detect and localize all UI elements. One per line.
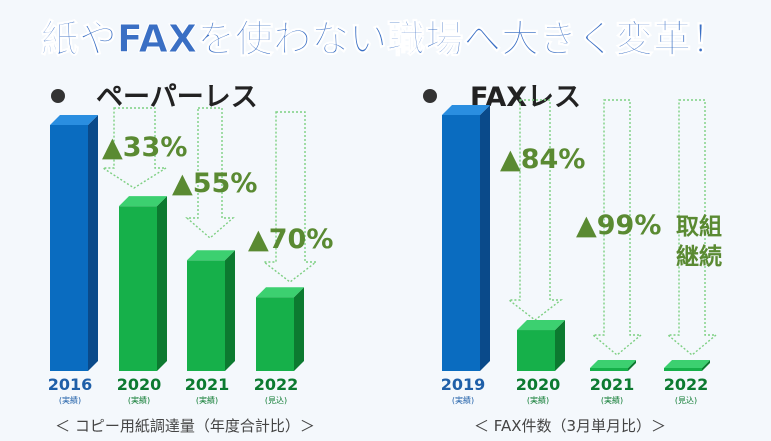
x-tick-label: 2021: [590, 375, 635, 394]
x-sublabel: (実績): [128, 395, 150, 405]
x-sublabel: (実績): [196, 395, 218, 405]
bar-side: [294, 287, 304, 371]
bar: [50, 115, 98, 371]
bar-top: [664, 360, 710, 368]
x-tick-label: 2022: [254, 375, 299, 394]
bar: [590, 360, 636, 371]
x-sublabel: (実績): [452, 395, 474, 405]
x-tick-label: 2020: [516, 375, 561, 394]
bar: [517, 320, 565, 371]
reduction-arrow-2022: [666, 99, 718, 356]
note-line: 継続: [676, 243, 722, 270]
bar: [187, 250, 235, 371]
bar-top: [50, 115, 98, 125]
x-tick-label: 2019: [441, 375, 486, 394]
bar-top: [256, 287, 304, 298]
faxless-chart: FAXレス ▲84% ▲99% 取組 継続 2019 2020 2021 202…: [423, 82, 722, 435]
bar-top: [442, 105, 490, 115]
chart-caption: ＜ コピー用紙調達量（年度合計比）＞: [55, 417, 315, 435]
reduction-label: ▲84%: [500, 144, 585, 175]
bar-front: [442, 115, 480, 371]
reduction-arrow-2020: [506, 99, 564, 321]
paperless-heading: ペーパーレス: [96, 82, 258, 113]
bar-front: [517, 330, 555, 371]
bar-side: [88, 115, 98, 371]
reduction-label: ▲33%: [102, 132, 187, 163]
reduction-arrow-2021: [185, 107, 235, 239]
bar-side: [555, 320, 565, 371]
bar-top: [119, 196, 167, 207]
bar: [442, 105, 490, 371]
bar: [256, 287, 304, 371]
reduction-arrow-2021: [591, 99, 643, 356]
bar-side: [225, 250, 235, 371]
bar-side: [480, 105, 490, 371]
bar: [119, 196, 167, 371]
paperless-chart: ペーパーレス ▲33% ▲55% ▲70% 2016 2020 2021 202…: [48, 82, 334, 435]
bar-side: [702, 360, 710, 371]
bar-front: [50, 125, 88, 371]
bar-front: [119, 206, 157, 371]
bar-top: [517, 320, 565, 331]
reduction-label: ▲55%: [172, 168, 257, 199]
bullet-icon: [423, 89, 437, 103]
note-line: 取組: [676, 213, 722, 240]
bar-front: [187, 260, 225, 371]
reduction-label: ▲99%: [576, 210, 661, 241]
x-sublabel: (見込): [265, 396, 287, 405]
bar-top: [590, 360, 636, 368]
x-sublabel: (実績): [527, 395, 549, 405]
bar-front: [590, 368, 628, 371]
chart-caption: ＜ FAX件数（3月単月比）＞: [474, 417, 666, 435]
x-sublabel: (実績): [601, 395, 623, 405]
x-sublabel: (実績): [59, 395, 81, 405]
x-sublabel: (見込): [675, 396, 697, 405]
page-title: 紙やFAXを使わない職場へ大きく変革！: [41, 17, 729, 61]
bar-front: [664, 368, 702, 371]
bar-front: [256, 297, 294, 371]
reduction-label: ▲70%: [248, 224, 333, 255]
x-tick-label: 2016: [48, 375, 93, 394]
x-tick-label: 2020: [117, 375, 162, 394]
bar-side: [628, 360, 636, 371]
bullet-icon: [51, 89, 65, 103]
bar: [664, 360, 710, 371]
x-tick-label: 2021: [185, 375, 230, 394]
x-tick-label: 2022: [664, 375, 709, 394]
bar-side: [157, 196, 167, 371]
reduction-arrow-2022: [261, 111, 319, 283]
bar-top: [187, 250, 235, 261]
